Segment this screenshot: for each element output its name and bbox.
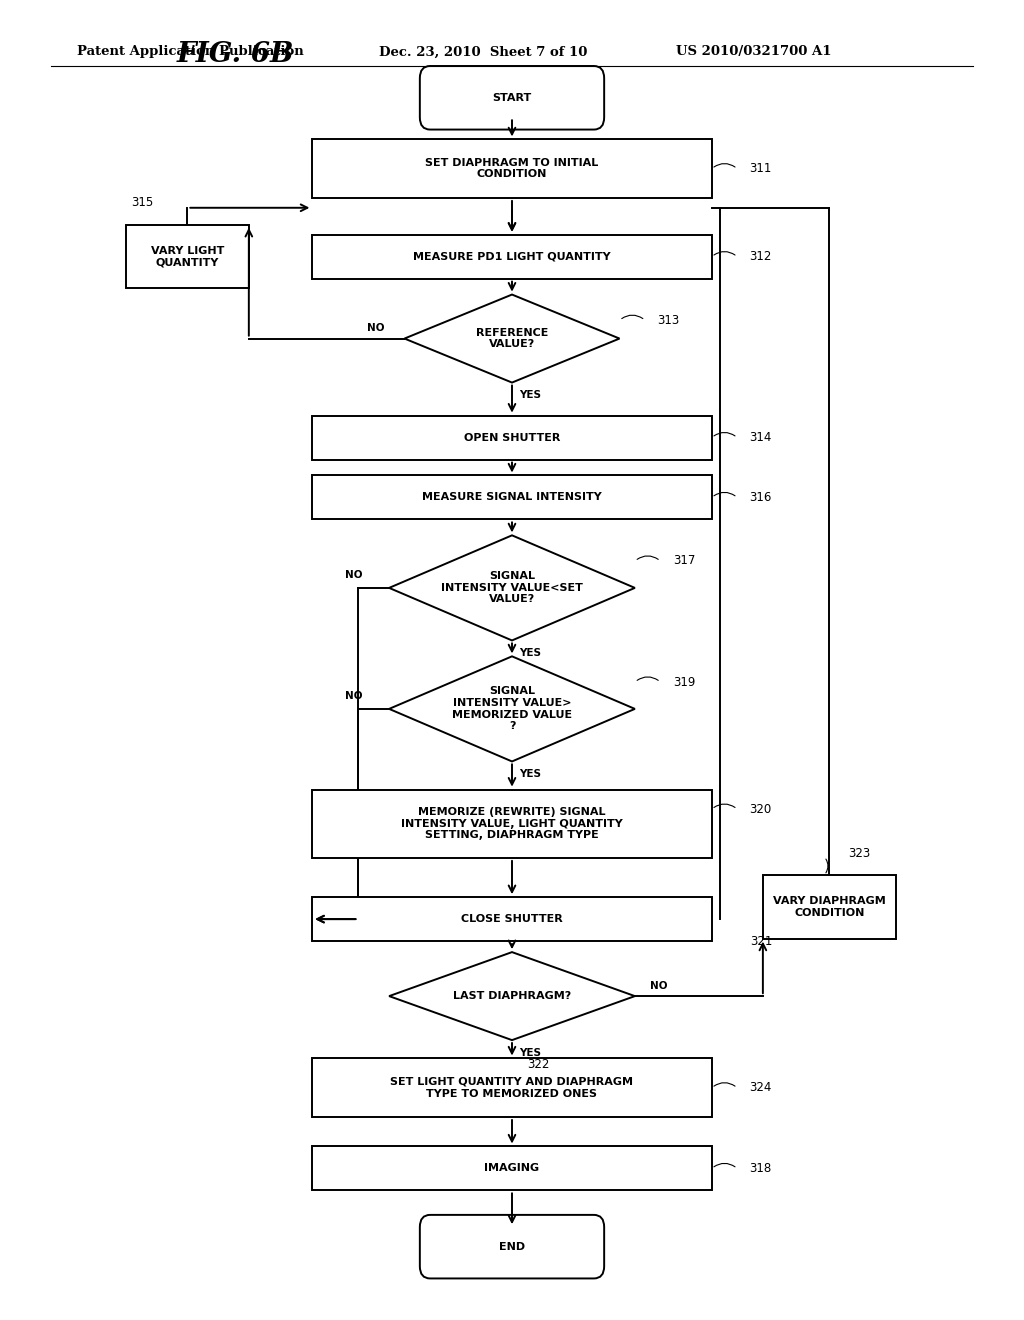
Text: FIG. 6B: FIG. 6B bbox=[177, 41, 294, 69]
Text: LAST DIAPHRAGM?: LAST DIAPHRAGM? bbox=[453, 991, 571, 1001]
Polygon shape bbox=[389, 656, 635, 762]
Text: 320: 320 bbox=[750, 803, 772, 816]
Text: IMAGING: IMAGING bbox=[484, 1163, 540, 1173]
Text: 317: 317 bbox=[673, 554, 695, 568]
Text: 318: 318 bbox=[750, 1162, 772, 1175]
Text: 324: 324 bbox=[750, 1081, 772, 1094]
Text: YES: YES bbox=[519, 648, 542, 659]
Text: SET LIGHT QUANTITY AND DIAPHRAGM
TYPE TO MEMORIZED ONES: SET LIGHT QUANTITY AND DIAPHRAGM TYPE TO… bbox=[390, 1077, 634, 1098]
FancyBboxPatch shape bbox=[763, 875, 896, 939]
FancyBboxPatch shape bbox=[312, 140, 712, 198]
Text: SIGNAL
INTENSITY VALUE<SET
VALUE?: SIGNAL INTENSITY VALUE<SET VALUE? bbox=[441, 572, 583, 605]
FancyBboxPatch shape bbox=[312, 898, 712, 941]
Text: 313: 313 bbox=[657, 314, 680, 327]
Text: US 2010/0321700 A1: US 2010/0321700 A1 bbox=[676, 45, 831, 58]
FancyBboxPatch shape bbox=[312, 789, 712, 858]
Text: SET DIAPHRAGM TO INITIAL
CONDITION: SET DIAPHRAGM TO INITIAL CONDITION bbox=[425, 158, 599, 180]
Text: 314: 314 bbox=[750, 432, 772, 444]
Text: CLOSE SHUTTER: CLOSE SHUTTER bbox=[461, 915, 563, 924]
Text: MEASURE SIGNAL INTENSITY: MEASURE SIGNAL INTENSITY bbox=[422, 492, 602, 503]
Text: YES: YES bbox=[519, 391, 542, 400]
FancyBboxPatch shape bbox=[312, 475, 712, 520]
Text: YES: YES bbox=[519, 1048, 542, 1059]
Text: 315: 315 bbox=[131, 197, 154, 210]
Text: 321: 321 bbox=[751, 935, 773, 948]
Text: NO: NO bbox=[367, 323, 385, 333]
FancyBboxPatch shape bbox=[312, 416, 712, 459]
Text: 311: 311 bbox=[750, 162, 772, 176]
Text: VARY LIGHT
QUANTITY: VARY LIGHT QUANTITY bbox=[151, 246, 224, 268]
Text: START: START bbox=[493, 92, 531, 103]
Text: OPEN SHUTTER: OPEN SHUTTER bbox=[464, 433, 560, 442]
FancyBboxPatch shape bbox=[312, 235, 712, 279]
Text: NO: NO bbox=[344, 692, 362, 701]
FancyBboxPatch shape bbox=[312, 1147, 712, 1191]
Text: NO: NO bbox=[650, 981, 668, 991]
Text: 312: 312 bbox=[750, 251, 772, 263]
Text: REFERENCE
VALUE?: REFERENCE VALUE? bbox=[476, 327, 548, 350]
Text: 322: 322 bbox=[527, 1059, 550, 1071]
Text: NO: NO bbox=[344, 570, 362, 579]
Text: YES: YES bbox=[519, 770, 542, 779]
Text: SIGNAL
INTENSITY VALUE>
MEMORIZED VALUE
?: SIGNAL INTENSITY VALUE> MEMORIZED VALUE … bbox=[452, 686, 572, 731]
FancyBboxPatch shape bbox=[312, 1059, 712, 1117]
Polygon shape bbox=[389, 952, 635, 1040]
Text: Patent Application Publication: Patent Application Publication bbox=[77, 45, 303, 58]
Text: END: END bbox=[499, 1242, 525, 1251]
Text: 319: 319 bbox=[673, 676, 695, 689]
FancyBboxPatch shape bbox=[126, 224, 249, 289]
Text: 323: 323 bbox=[848, 846, 870, 859]
FancyBboxPatch shape bbox=[420, 66, 604, 129]
Text: MEASURE PD1 LIGHT QUANTITY: MEASURE PD1 LIGHT QUANTITY bbox=[414, 252, 610, 261]
Text: VARY DIAPHRAGM
CONDITION: VARY DIAPHRAGM CONDITION bbox=[773, 896, 886, 917]
Text: MEMORIZE (REWRITE) SIGNAL
INTENSITY VALUE, LIGHT QUANTITY
SETTING, DIAPHRAGM TYP: MEMORIZE (REWRITE) SIGNAL INTENSITY VALU… bbox=[401, 807, 623, 841]
FancyBboxPatch shape bbox=[420, 1214, 604, 1279]
Text: Dec. 23, 2010  Sheet 7 of 10: Dec. 23, 2010 Sheet 7 of 10 bbox=[379, 45, 587, 58]
Text: 316: 316 bbox=[750, 491, 772, 504]
Polygon shape bbox=[389, 536, 635, 640]
Polygon shape bbox=[404, 294, 620, 383]
